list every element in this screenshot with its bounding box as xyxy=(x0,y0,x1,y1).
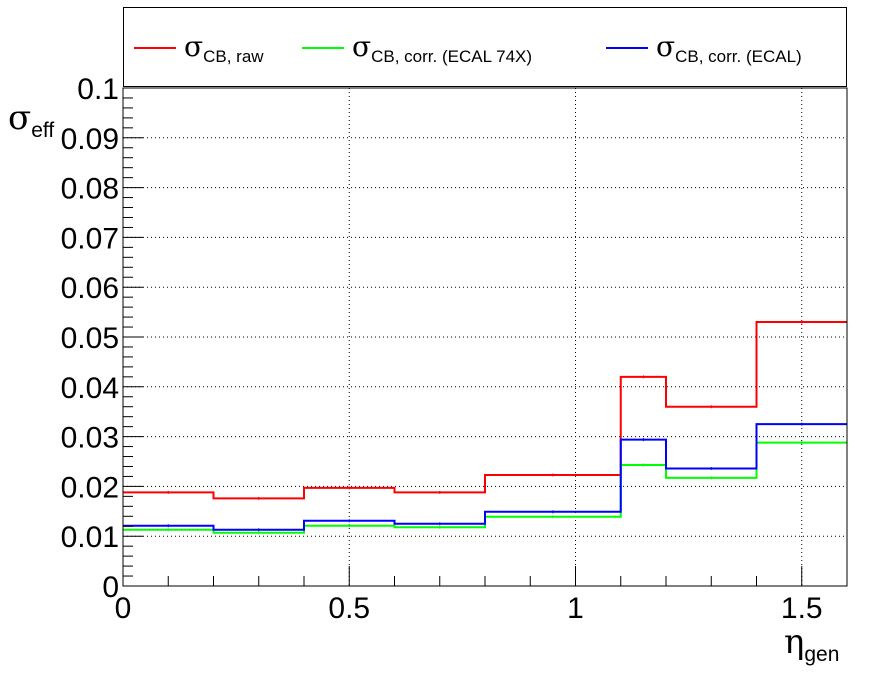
series-layer xyxy=(123,320,847,535)
tick-labels: 0 0.01 0.02 0.03 0.04 0.05 0.06 0.07 0.08 0.09 0.1… xyxy=(61,73,823,625)
axis-ticks xyxy=(122,87,848,587)
y-tick-label: 0.04 xyxy=(61,372,119,405)
legend-label-raw: σCB, raw xyxy=(184,29,264,66)
x-axis-title: ηgen xyxy=(784,622,840,666)
x-tick-label: 1.5 xyxy=(781,592,823,625)
y-tick-label: 0.01 xyxy=(61,521,119,554)
y-tick-label: 0.06 xyxy=(61,272,119,305)
grid-lines xyxy=(123,88,847,586)
y-tick-label: 0.08 xyxy=(61,173,119,206)
legend-swatch-raw xyxy=(134,47,176,49)
legend-entry-ecal: σCB, corr. (ECAL) xyxy=(606,28,802,68)
y-axis-title: σeff xyxy=(8,98,55,142)
x-tick-label: 1 xyxy=(567,592,584,625)
y-tick-label: 0.07 xyxy=(61,222,119,255)
y-tick-label: 0.03 xyxy=(61,422,119,455)
legend: σCB, raw σCB, corr. (ECAL 74X) σCB, corr… xyxy=(123,7,847,87)
x-tick-label: 0 xyxy=(115,592,132,625)
legend-label-ecal: σCB, corr. (ECAL) xyxy=(656,29,802,66)
legend-label-ecal74x: σCB, corr. (ECAL 74X) xyxy=(352,29,533,66)
y-tick-label: 0.1 xyxy=(77,73,119,106)
legend-swatch-ecal xyxy=(606,47,648,49)
series-line-0 xyxy=(123,321,847,500)
x-tick-label: 0.5 xyxy=(328,592,370,625)
y-tick-label: 0.02 xyxy=(61,471,119,504)
legend-entry-ecal74x: σCB, corr. (ECAL 74X) xyxy=(302,28,532,68)
legend-entry-raw: σCB, raw xyxy=(134,28,264,68)
y-tick-label: 0.05 xyxy=(61,322,119,355)
y-tick-label: 0 xyxy=(102,571,119,604)
legend-swatch-ecal74x xyxy=(302,47,344,49)
y-tick-label: 0.09 xyxy=(61,123,119,156)
